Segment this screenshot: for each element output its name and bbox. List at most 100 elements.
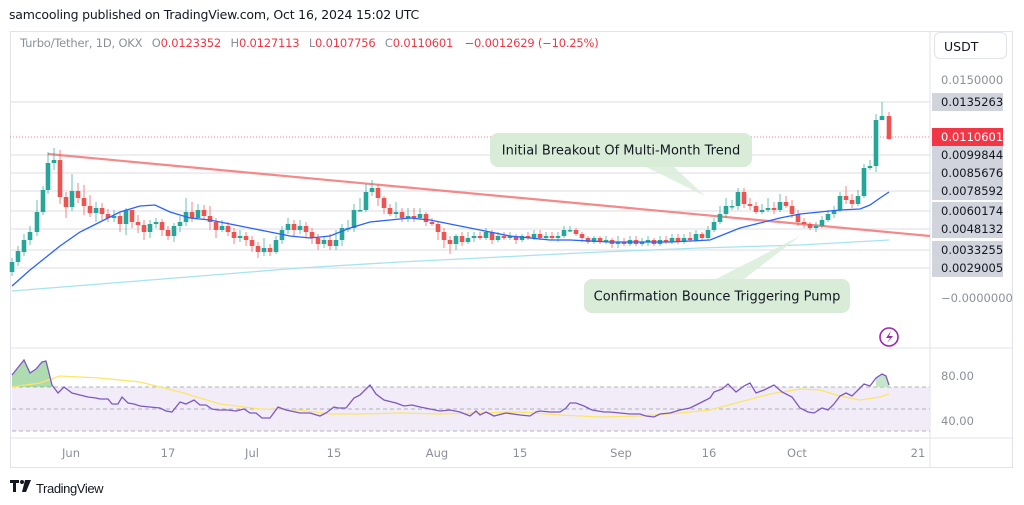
candle-up xyxy=(111,216,117,218)
candle-down xyxy=(801,222,807,224)
candle-down xyxy=(477,236,483,238)
price-tag-label: 0.0078592 xyxy=(941,184,1003,198)
candle-up xyxy=(27,232,33,240)
candle-up xyxy=(51,160,57,163)
candle-up xyxy=(471,236,477,238)
callout-text: Initial Breakout Of Multi-Month Trend xyxy=(502,144,740,159)
price-axis-label: 0.0150000 xyxy=(941,73,1003,87)
candle-down xyxy=(489,232,495,240)
candle-up xyxy=(855,196,861,204)
candle-up xyxy=(393,212,399,214)
candle-down xyxy=(387,208,393,214)
time-axis-label: 15 xyxy=(513,446,528,460)
candle-up xyxy=(45,163,51,190)
price-tag-label: 0.0099844 xyxy=(941,148,1003,162)
callout-annotation[interactable]: Initial Breakout Of Multi-Month Trend xyxy=(490,133,752,167)
ma-slow-line xyxy=(11,239,890,292)
candle-up xyxy=(543,236,549,238)
candle-up xyxy=(321,240,327,244)
candle-down xyxy=(447,240,453,244)
candle-up xyxy=(681,238,687,242)
candle-up xyxy=(873,120,879,166)
flash-icon-ring xyxy=(879,327,899,347)
open-key: O xyxy=(151,36,161,50)
candle-down xyxy=(411,216,417,218)
callout-annotation[interactable]: Confirmation Bounce Triggering Pump xyxy=(584,279,850,313)
tradingview-brand: TradingView xyxy=(36,480,104,496)
price-tag-bg xyxy=(932,128,1003,146)
candle-down xyxy=(459,236,465,242)
candle-up xyxy=(507,236,513,238)
trendline[interactable] xyxy=(47,152,931,238)
low-value: 0.0107756 xyxy=(315,36,376,50)
candle-up xyxy=(735,192,741,206)
candle-down xyxy=(886,116,892,139)
candle-down xyxy=(423,214,429,222)
time-axis-label: 15 xyxy=(327,446,342,460)
candle-up xyxy=(273,240,279,252)
rsi-line xyxy=(11,358,890,419)
candle-up xyxy=(519,236,525,240)
bolt-icon xyxy=(886,331,893,343)
candle-down xyxy=(795,214,801,222)
callout-text: Confirmation Bounce Triggering Pump xyxy=(594,290,841,305)
candle-down xyxy=(789,206,795,214)
low-key: L xyxy=(308,36,316,50)
price-tag-label: 0.0048132 xyxy=(941,222,1003,236)
candle-up xyxy=(813,226,819,228)
candle-down xyxy=(573,230,579,234)
price-tag-bg xyxy=(932,146,1003,164)
candle-down xyxy=(675,238,681,242)
candle-up xyxy=(711,222,717,230)
candle-down xyxy=(843,196,849,200)
rsi-overbought-fill xyxy=(12,360,52,387)
candle-up xyxy=(21,240,27,252)
candle-down xyxy=(117,216,123,224)
candle-down xyxy=(771,208,777,210)
candle-up xyxy=(333,240,339,246)
candle-down xyxy=(201,210,207,216)
candle-down xyxy=(75,191,81,198)
currency-button[interactable]: USDT xyxy=(934,32,1007,59)
candle-up xyxy=(417,214,423,218)
ma-fast-line xyxy=(11,191,890,287)
price-tag-bg xyxy=(932,241,1003,259)
flash-icon[interactable] xyxy=(879,327,899,347)
open-value: 0.0123352 xyxy=(160,36,222,50)
candle-down xyxy=(81,198,87,206)
candle-up xyxy=(717,214,723,222)
high-key: H xyxy=(230,36,240,50)
candle-up xyxy=(339,228,345,240)
price-tag-label: 0.0110601 xyxy=(941,130,1003,144)
candle-down xyxy=(579,234,585,238)
candle-up xyxy=(171,226,177,236)
candle-down xyxy=(87,206,93,213)
publish-info: samcooling published on TradingView.com,… xyxy=(9,7,420,22)
ohlc-legend: Turbo/Tether, 1D, OKX O0.0123352 H0.0127… xyxy=(20,36,599,50)
candle-up xyxy=(219,226,225,230)
candle-down xyxy=(783,202,789,206)
candle-up xyxy=(867,166,873,168)
candle-down xyxy=(225,226,231,232)
candle-up xyxy=(693,234,699,240)
tradingview-logo[interactable]: TradingView xyxy=(10,480,104,496)
price-tag-bg xyxy=(932,259,1003,277)
candle-down xyxy=(189,212,195,218)
candle-up xyxy=(483,232,489,238)
candle-down xyxy=(549,236,555,238)
candle-down xyxy=(699,234,705,238)
candle-up xyxy=(369,188,375,192)
candle-up xyxy=(465,238,471,242)
candle-up xyxy=(261,248,267,252)
candle-down xyxy=(375,188,381,198)
candle-down xyxy=(291,224,297,230)
high-value: 0.0127113 xyxy=(238,36,300,50)
candle-up xyxy=(591,238,597,242)
candle-up xyxy=(363,192,369,210)
tradingview-mark-icon xyxy=(10,480,32,496)
candle-down xyxy=(303,226,309,232)
candle-down xyxy=(663,240,669,242)
candle-up xyxy=(729,206,735,208)
symbol-label: Turbo/Tether, 1D, OKX xyxy=(20,36,143,50)
